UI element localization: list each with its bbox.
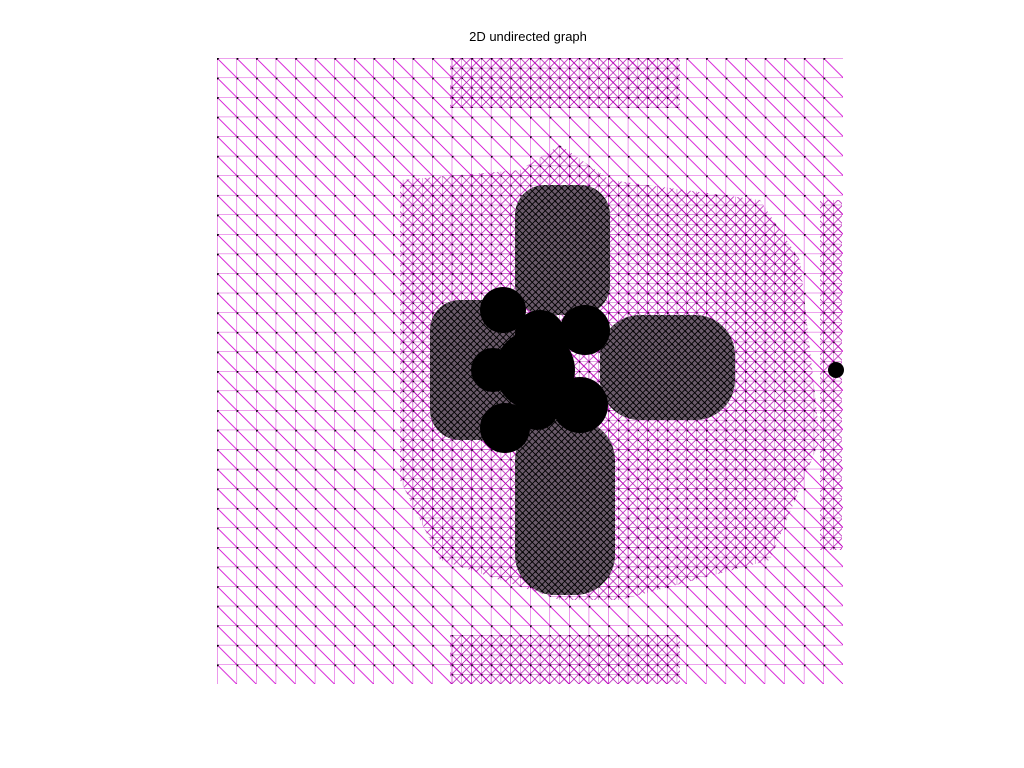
title: 2D undirected graph	[469, 29, 587, 44]
dense-core	[471, 287, 844, 453]
